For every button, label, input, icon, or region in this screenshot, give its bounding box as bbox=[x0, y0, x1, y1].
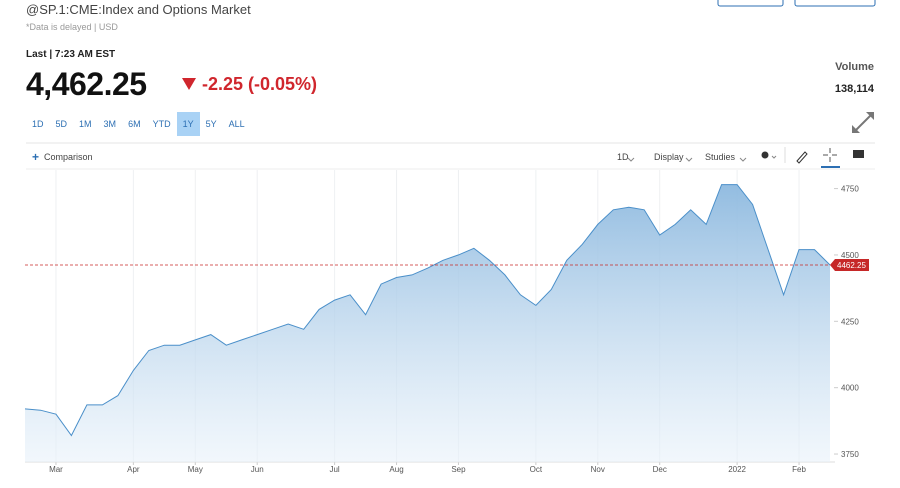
price-badge bbox=[830, 258, 869, 271]
range-button[interactable]: ALL bbox=[228, 119, 245, 129]
display-button[interactable]: Display bbox=[654, 152, 684, 162]
x-tick-label: Aug bbox=[389, 465, 403, 474]
x-tick-label: Apr bbox=[127, 465, 140, 474]
price: 4,462.25 bbox=[26, 66, 147, 102]
interval-button[interactable]: 1D bbox=[617, 152, 629, 162]
line bbox=[24, 184, 831, 437]
range-button[interactable]: 5D bbox=[55, 119, 68, 129]
range-button[interactable]: 3M bbox=[103, 119, 117, 129]
x-tick-label: Feb bbox=[792, 465, 806, 474]
range-button[interactable]: 1Y bbox=[176, 112, 200, 136]
gear-icon[interactable] bbox=[761, 151, 769, 159]
area bbox=[25, 184, 830, 462]
top-button[interactable] bbox=[794, 0, 876, 7]
last-time: Last | 7:23 AM EST bbox=[26, 49, 116, 60]
top-button[interactable] bbox=[717, 0, 784, 7]
x-tick-label: Sep bbox=[451, 465, 466, 474]
range-button[interactable]: YTD bbox=[152, 119, 171, 129]
y-tick-label: 4750 bbox=[841, 185, 859, 194]
range-button[interactable]: 5Y bbox=[205, 119, 217, 129]
x-tick-label: Dec bbox=[653, 465, 667, 474]
x-tick-label: Jun bbox=[251, 465, 264, 474]
expand-icon[interactable] bbox=[852, 112, 874, 133]
plus-icon[interactable]: + bbox=[32, 150, 39, 164]
draw-icon[interactable] bbox=[796, 151, 808, 164]
chevron bbox=[739, 157, 747, 162]
price-change: -2.25 (-0.05%) bbox=[202, 74, 318, 94]
x-tick-label: Nov bbox=[591, 465, 605, 474]
comparison-button[interactable]: Comparison bbox=[44, 152, 93, 162]
delay-note: *Data is delayed | USD bbox=[26, 22, 118, 32]
chevron bbox=[771, 155, 777, 159]
x-tick-label: 2022 bbox=[728, 465, 746, 474]
x-tick-label: Jul bbox=[329, 465, 339, 474]
studies-button[interactable]: Studies bbox=[705, 152, 736, 162]
range-button[interactable]: 6M bbox=[128, 119, 141, 129]
y-tick-label: 4500 bbox=[841, 251, 859, 260]
down-arrow bbox=[182, 78, 196, 90]
x-tick-label: Oct bbox=[530, 465, 543, 474]
x-tick-label: May bbox=[188, 465, 203, 474]
comment-icon[interactable] bbox=[853, 150, 864, 158]
chevron bbox=[685, 157, 693, 162]
x-tick-label: Mar bbox=[49, 465, 63, 474]
range-button[interactable]: 1M bbox=[79, 119, 92, 129]
range-button[interactable]: 1D bbox=[32, 119, 44, 129]
y-tick-label: 4000 bbox=[841, 384, 859, 393]
price-badge-label: 4462.25 bbox=[837, 261, 866, 270]
title: @SP.1:CME:Index and Options Market bbox=[26, 2, 251, 17]
volume-label: Volume bbox=[835, 61, 874, 73]
y-tick-label: 3750 bbox=[841, 450, 859, 459]
chevron bbox=[627, 157, 635, 162]
crosshair-icon[interactable] bbox=[823, 148, 837, 162]
range-selector: 1D 5D 1M 3M 6M YTD 1Y 5Y ALL bbox=[26, 112, 251, 136]
volume-value: 138,114 bbox=[834, 83, 874, 95]
y-tick-label: 4250 bbox=[841, 317, 859, 326]
